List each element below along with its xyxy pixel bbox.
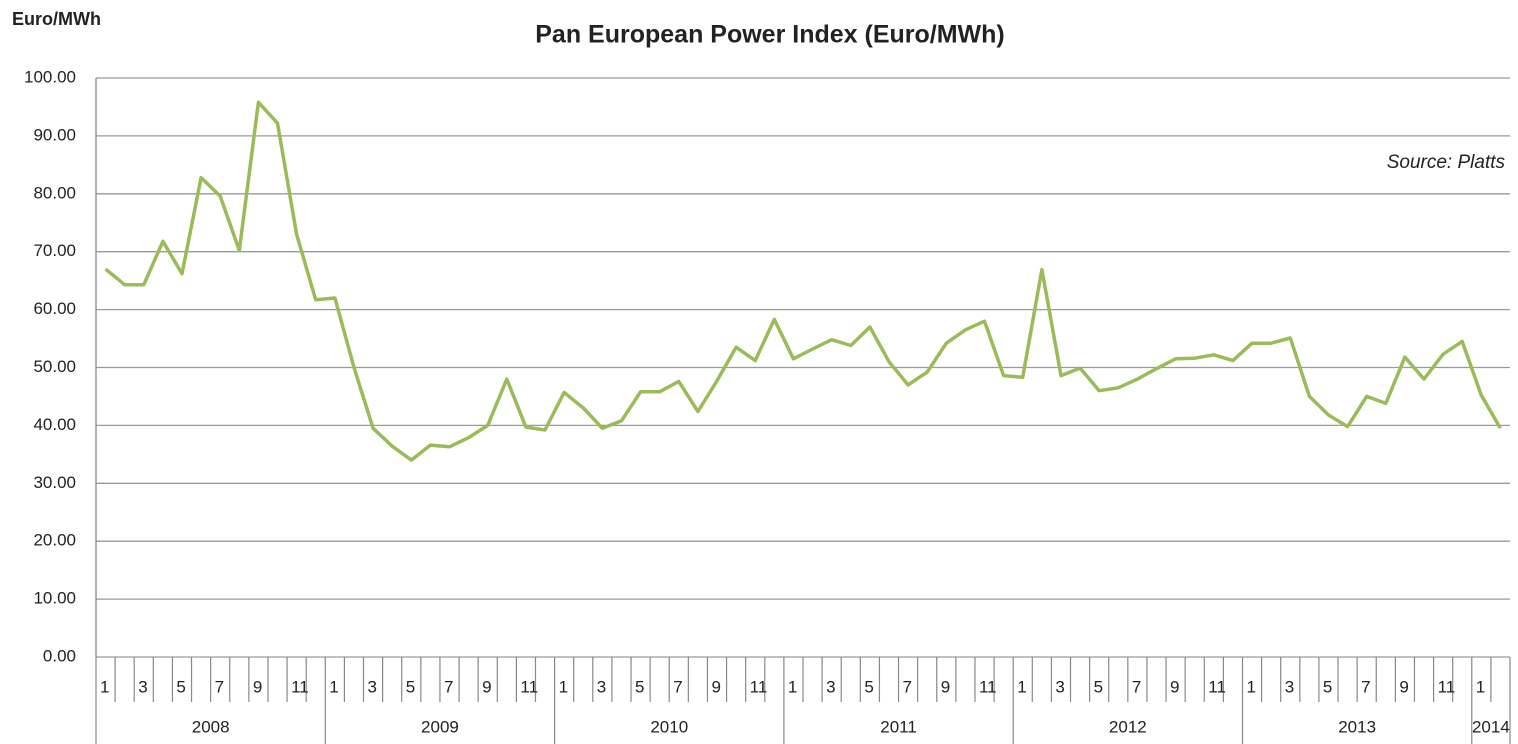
x-tick-label: 5: [1323, 677, 1332, 696]
x-tick-label: 9: [711, 677, 720, 696]
x-tick-label: 1: [1476, 677, 1485, 696]
x-tick-label: 5: [176, 677, 185, 696]
x-tick-label: 5: [1094, 677, 1103, 696]
x-tick-label: 9: [941, 677, 950, 696]
x-tick-label: 1: [1246, 677, 1255, 696]
x-tick-label: 3: [826, 677, 835, 696]
x-tick-label: 11: [291, 677, 309, 696]
year-label: 2010: [650, 717, 688, 736]
series-line: [104, 100, 1502, 462]
x-tick-label: 7: [1132, 677, 1141, 696]
year-label: 2009: [421, 717, 459, 736]
chart-title: Pan European Power Index (Euro/MWh): [535, 21, 1004, 49]
x-tick-label: 9: [1170, 677, 1179, 696]
year-label: 2014: [1472, 717, 1510, 736]
y-tick-label: 30.00: [33, 473, 76, 492]
y-tick-label: 100.00: [24, 67, 76, 86]
x-tick-label: 5: [406, 677, 415, 696]
x-tick-label: 9: [1399, 677, 1408, 696]
x-tick-label: 11: [979, 677, 997, 696]
x-tick-label: 1: [788, 677, 797, 696]
year-label: 2008: [192, 717, 230, 736]
x-tick-label: 9: [482, 677, 491, 696]
x-tick-label: 3: [368, 677, 377, 696]
x-tick-label: 1: [559, 677, 568, 696]
x-tick-label: 9: [253, 677, 262, 696]
y-tick-label: 40.00: [33, 415, 76, 434]
y-tick-label: 90.00: [33, 125, 76, 144]
x-tick-label: 1: [1017, 677, 1026, 696]
y-tick-label: 10.00: [33, 589, 76, 608]
x-tick-label: 7: [1361, 677, 1370, 696]
y-tick-label: 80.00: [33, 183, 76, 202]
y-tick-label: 0.00: [43, 646, 76, 665]
x-tick-label: 5: [635, 677, 644, 696]
x-tick-label: 1: [100, 677, 109, 696]
x-tick-label: 3: [597, 677, 606, 696]
x-tick-label: 3: [1285, 677, 1294, 696]
y-axis-label: Euro/MWh: [12, 9, 101, 29]
x-tick-label: 3: [1055, 677, 1064, 696]
y-tick-label: 20.00: [33, 531, 76, 550]
x-tick-label: 7: [673, 677, 682, 696]
year-label: 2012: [1109, 717, 1147, 736]
x-tick-label: 7: [444, 677, 453, 696]
y-tick-label: 60.00: [33, 299, 76, 318]
x-tick-label: 7: [215, 677, 224, 696]
year-label: 2011: [880, 717, 917, 736]
annotation: Source: Platts: [1387, 152, 1506, 173]
x-tick-label: 3: [138, 677, 147, 696]
x-tick-label: 11: [1438, 677, 1456, 696]
x-tick-label: 11: [750, 677, 768, 696]
y-tick-label: 70.00: [33, 241, 76, 260]
x-tick-label: 1: [329, 677, 338, 696]
x-tick-label: 11: [1208, 677, 1226, 696]
x-tick-label: 7: [903, 677, 912, 696]
x-tick-label: 11: [520, 677, 538, 696]
y-tick-label: 50.00: [33, 357, 76, 376]
x-tick-label: 5: [864, 677, 873, 696]
year-label: 2013: [1338, 717, 1376, 736]
